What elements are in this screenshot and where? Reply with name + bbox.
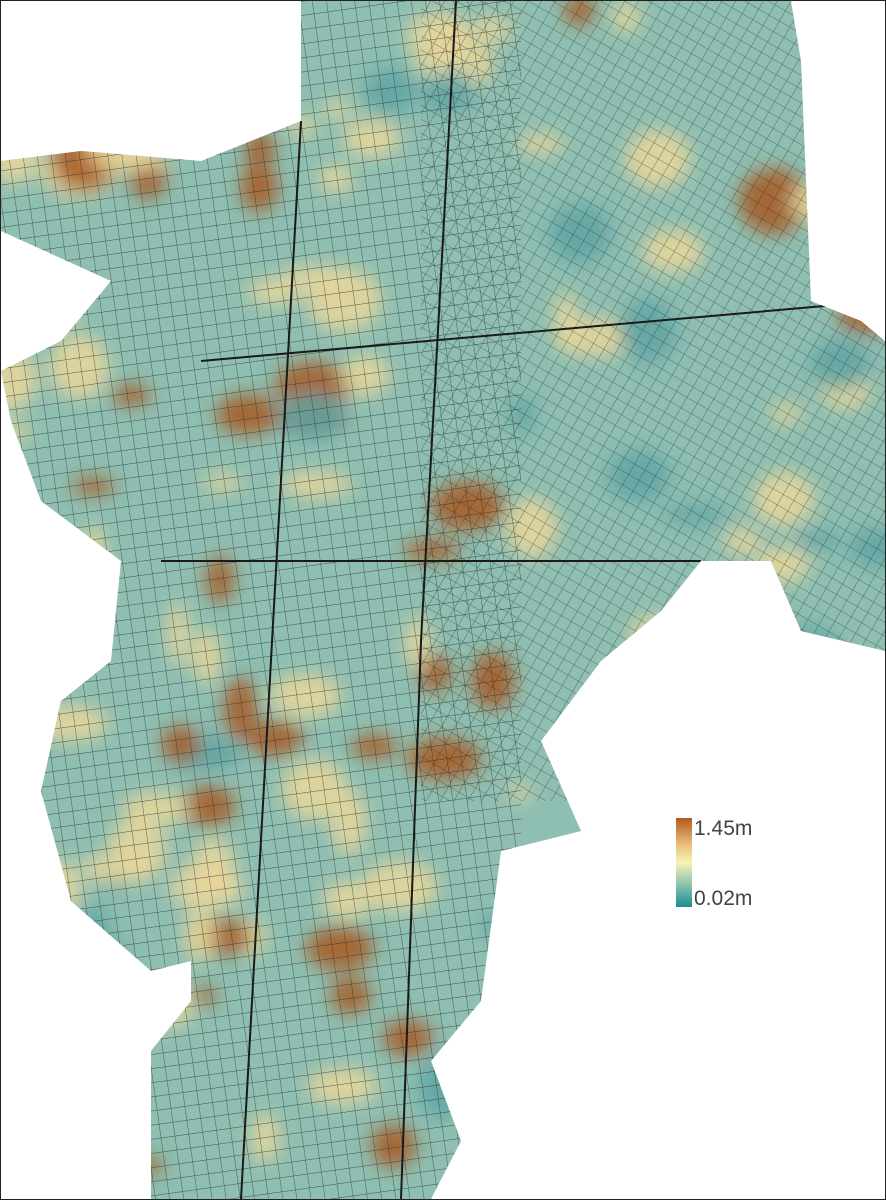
elevation-patch [566, 1105, 633, 1123]
elevation-patch [133, 1, 160, 21]
elevation-patch [1, 587, 54, 605]
legend-max-label: 1.45m [694, 817, 753, 840]
elevation-patch [824, 1087, 885, 1136]
legend-min-label: 0.02m [694, 887, 753, 910]
elevation-patch [756, 786, 821, 826]
elevation-patch [596, 914, 659, 938]
elevation-patch [55, 74, 94, 92]
elevation-patch [25, 287, 78, 330]
elevation-patch [1, 632, 55, 657]
elevation-patch [866, 1, 885, 41]
elevation-patch [220, 1, 284, 18]
elevation-patch [735, 583, 781, 629]
elevation-patch [687, 646, 756, 701]
elevation-patch [822, 96, 848, 120]
elevation-patch [673, 1169, 722, 1199]
elevation-patch [776, 661, 807, 703]
elevation-patch [607, 1136, 648, 1170]
elevation-patch [655, 763, 689, 803]
elevation-patch [824, 949, 850, 976]
elevation-patch [837, 1, 885, 40]
elevation-patch [846, 778, 885, 803]
elevation-patch [838, 942, 872, 974]
elevation-patch [87, 546, 108, 601]
elevation-patch [571, 1073, 605, 1130]
elevation-patch [123, 93, 164, 136]
elevation-patch [764, 648, 831, 682]
legend-color-bar [676, 818, 692, 907]
elevation-patch [760, 846, 803, 886]
main-road [161, 1, 882, 1199]
elevation-patch [50, 33, 112, 83]
elevation-patch [848, 715, 884, 779]
elevation-patch [117, 49, 196, 73]
